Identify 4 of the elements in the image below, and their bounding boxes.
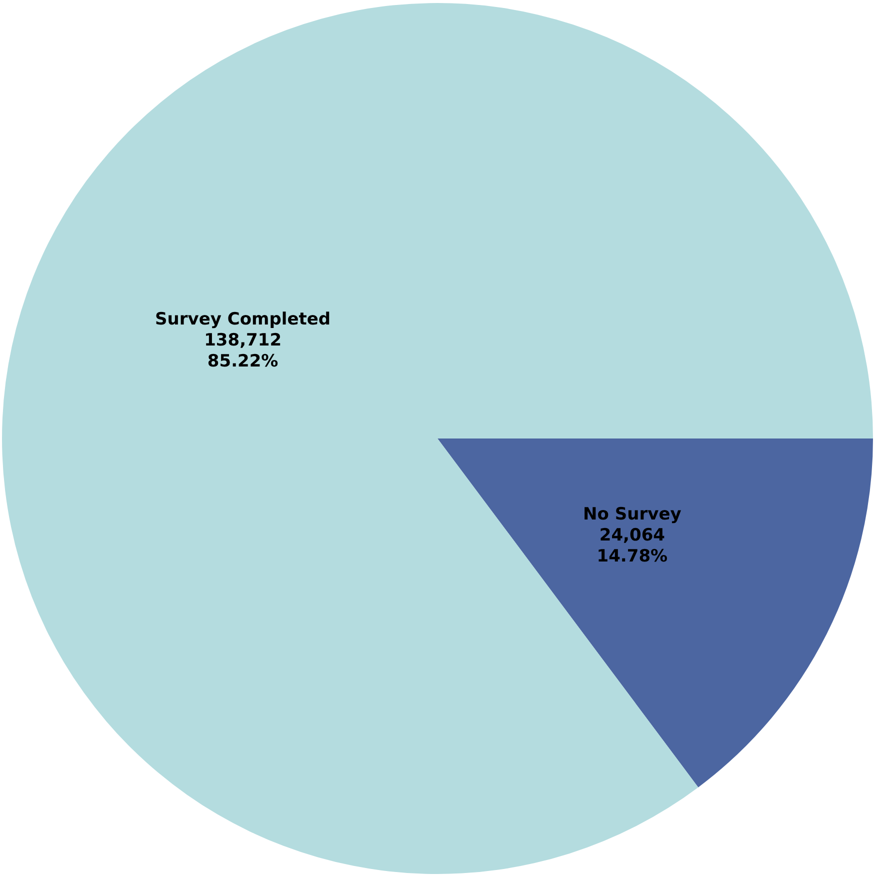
slice-label: No Survey	[583, 504, 682, 524]
slice-label: Survey Completed	[155, 309, 331, 330]
data-label: 24,064 14.78%	[596, 525, 668, 566]
data-label: 138,712 85.22%	[204, 330, 282, 372]
